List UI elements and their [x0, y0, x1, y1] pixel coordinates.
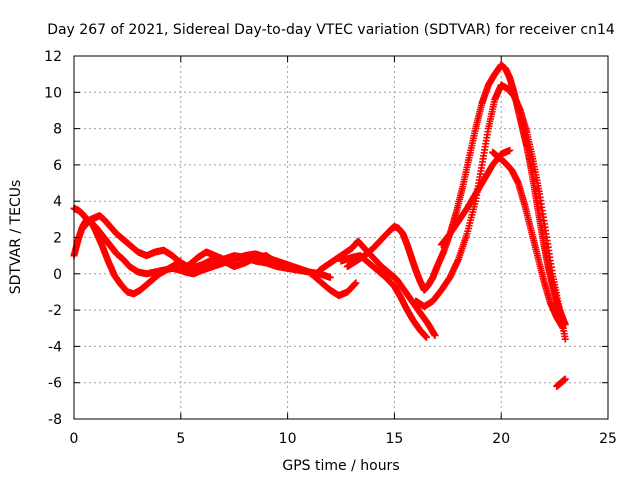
- x-tick-label: 20: [492, 431, 510, 447]
- x-tick-label: 25: [599, 431, 617, 447]
- y-tick-label: 0: [53, 267, 62, 283]
- y-tick-label: 10: [44, 85, 62, 101]
- x-tick-label: 15: [385, 431, 403, 447]
- series-track-e: [316, 237, 439, 340]
- x-tick-label: 0: [70, 431, 79, 447]
- y-tick-label: 4: [53, 194, 62, 210]
- y-tick-label: 2: [53, 231, 62, 247]
- grid-lines: [74, 56, 608, 419]
- series-track-g: [343, 61, 569, 329]
- data-markers: [70, 61, 569, 390]
- y-tick-label: 6: [53, 158, 62, 174]
- y-tick-label: -4: [48, 339, 62, 355]
- x-tick-label: 10: [279, 431, 297, 447]
- axis-ticks: 0 5 10 15 20 25 -8 -6 -4 -2 0 2 4 6 8 10 12: [44, 49, 617, 447]
- series-track-j: [489, 148, 567, 332]
- series-track-i: [437, 146, 514, 249]
- data-point-marker: [561, 335, 569, 343]
- data-point-marker: [352, 279, 360, 287]
- chart-title: Day 267 of 2021, Sidereal Day-to-day VTE…: [47, 22, 615, 38]
- data-point-marker: [422, 333, 430, 341]
- y-axis-label: SDTVAR / TECUs: [8, 180, 24, 295]
- data-point-marker: [506, 146, 514, 154]
- series-track-a: [70, 215, 185, 298]
- y-tick-label: 12: [44, 49, 62, 65]
- y-tick-label: -8: [48, 412, 62, 428]
- data-point-marker: [431, 332, 439, 340]
- data-point-marker: [561, 375, 569, 383]
- y-tick-label: -2: [48, 303, 62, 319]
- data-point-marker: [326, 273, 334, 281]
- x-tick-label: 5: [176, 431, 185, 447]
- data-point-marker: [559, 324, 567, 332]
- y-tick-label: -6: [48, 376, 62, 392]
- series-track-k: [553, 375, 569, 390]
- x-axis-label: GPS time / hours: [282, 458, 399, 474]
- series-track-d: [173, 250, 360, 300]
- y-tick-label: 8: [53, 122, 62, 138]
- series-track-h: [412, 81, 569, 343]
